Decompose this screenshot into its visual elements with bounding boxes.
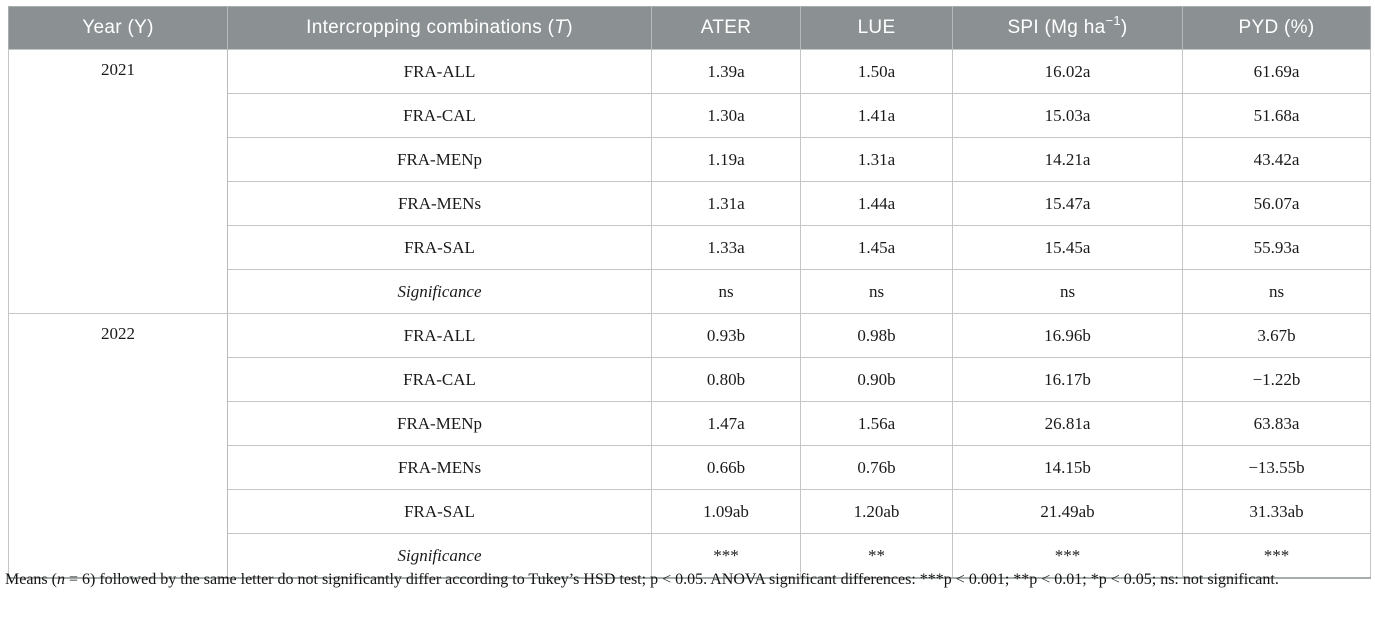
table-row: FRA-SAL 1.33a 1.45a 15.45a 55.93a — [9, 225, 1371, 270]
col-header-combinations: Intercropping combinations (T) — [227, 6, 652, 50]
cell-combination: FRA-CAL — [227, 93, 652, 138]
cell-spi: 16.02a — [952, 49, 1183, 94]
cell-lue: 0.90b — [800, 357, 953, 402]
cell-lue: ** — [800, 533, 953, 579]
cell-pyd: 63.83a — [1182, 401, 1371, 446]
table-row: FRA-MENs 0.66b 0.76b 14.15b −13.55b — [9, 445, 1371, 490]
cell-pyd: ns — [1182, 269, 1371, 314]
cell-combination: FRA-ALL — [227, 313, 652, 358]
cell-lue: 0.76b — [800, 445, 953, 490]
cell-spi: 16.96b — [952, 313, 1183, 358]
table-container: Year (Y) Intercropping combinations (T) … — [8, 6, 1371, 579]
cell-lue: 1.44a — [800, 181, 953, 226]
cell-spi: 21.49ab — [952, 489, 1183, 534]
cell-spi: 15.45a — [952, 225, 1183, 270]
table-row: FRA-MENp 1.47a 1.56a 26.81a 63.83a — [9, 401, 1371, 446]
table-row: FRA-CAL 0.80b 0.90b 16.17b −1.22b — [9, 357, 1371, 402]
table-row: FRA-MENs 1.31a 1.44a 15.47a 56.07a — [9, 181, 1371, 226]
col-header-ater: ATER — [651, 6, 801, 50]
cell-pyd: −1.22b — [1182, 357, 1371, 402]
cell-ater: *** — [651, 533, 801, 579]
cell-pyd: −13.55b — [1182, 445, 1371, 490]
cell-pyd: 3.67b — [1182, 313, 1371, 358]
cell-ater: 1.33a — [651, 225, 801, 270]
cell-combination: FRA-CAL — [227, 357, 652, 402]
cell-spi: 16.17b — [952, 357, 1183, 402]
cell-spi: 26.81a — [952, 401, 1183, 446]
cell-ater: 1.31a — [651, 181, 801, 226]
cell-spi: 14.15b — [952, 445, 1183, 490]
year-group-2022: 2022 FRA-ALL 0.93b 0.98b 16.96b 3.67b FR… — [8, 313, 1371, 579]
cell-year: 2022 — [8, 313, 228, 579]
cell-spi: *** — [952, 533, 1183, 579]
col-header-year: Year (Y) — [8, 6, 228, 50]
cell-ater: 0.93b — [651, 313, 801, 358]
table-row: FRA-CAL 1.30a 1.41a 15.03a 51.68a — [9, 93, 1371, 138]
col-header-lue: LUE — [800, 6, 953, 50]
cell-ater: 1.30a — [651, 93, 801, 138]
cell-pyd: 51.68a — [1182, 93, 1371, 138]
cell-combination: Significance — [227, 269, 652, 314]
cell-lue: 1.56a — [800, 401, 953, 446]
cell-ater: 1.47a — [651, 401, 801, 446]
cell-ater: 1.09ab — [651, 489, 801, 534]
significance-row: Significance ns ns ns ns — [9, 269, 1371, 314]
col-header-spi: SPI (Mg ha−1) — [952, 6, 1183, 50]
cell-lue: 0.98b — [800, 313, 953, 358]
cell-ater: 0.66b — [651, 445, 801, 490]
table-row: 2021 FRA-ALL 1.39a 1.50a 16.02a 61.69a — [8, 49, 1371, 314]
table-header-row: Year (Y) Intercropping combinations (T) … — [8, 6, 1371, 50]
cell-lue: 1.50a — [800, 49, 953, 94]
cell-combination: FRA-SAL — [227, 225, 652, 270]
cell-lue: 1.41a — [800, 93, 953, 138]
cell-pyd: 31.33ab — [1182, 489, 1371, 534]
cell-ater: 0.80b — [651, 357, 801, 402]
cell-spi: 15.47a — [952, 181, 1183, 226]
cell-spi: 14.21a — [952, 137, 1183, 182]
table-row: FRA-MENp 1.19a 1.31a 14.21a 43.42a — [9, 137, 1371, 182]
cell-pyd: 61.69a — [1182, 49, 1371, 94]
data-table: Year (Y) Intercropping combinations (T) … — [8, 6, 1371, 579]
cell-lue: ns — [800, 269, 953, 314]
cell-combination: FRA-MENp — [227, 137, 652, 182]
cell-ater: 1.19a — [651, 137, 801, 182]
cell-combination: FRA-MENs — [227, 181, 652, 226]
cell-pyd: 56.07a — [1182, 181, 1371, 226]
cell-year: 2021 — [8, 49, 228, 314]
cell-combination: FRA-MENp — [227, 401, 652, 446]
cell-lue: 1.45a — [800, 225, 953, 270]
table-row: 2022 FRA-ALL 0.93b 0.98b 16.96b 3.67b — [8, 313, 1371, 579]
cell-combination: FRA-MENs — [227, 445, 652, 490]
col-header-pyd: PYD (%) — [1182, 6, 1371, 50]
cell-combination: Significance — [227, 533, 652, 579]
cell-pyd: 55.93a — [1182, 225, 1371, 270]
cell-pyd: 43.42a — [1182, 137, 1371, 182]
cell-lue: 1.20ab — [800, 489, 953, 534]
cell-ater: 1.39a — [651, 49, 801, 94]
table-footnote: Means (n = 6) followed by the same lette… — [5, 571, 1279, 588]
cell-spi: ns — [952, 269, 1183, 314]
table-row: FRA-SAL 1.09ab 1.20ab 21.49ab 31.33ab — [9, 489, 1371, 534]
cell-spi: 15.03a — [952, 93, 1183, 138]
significance-row: Significance *** ** *** *** — [9, 533, 1371, 579]
cell-ater: ns — [651, 269, 801, 314]
year-group-2021: 2021 FRA-ALL 1.39a 1.50a 16.02a 61.69a F… — [8, 49, 1371, 314]
cell-combination: FRA-SAL — [227, 489, 652, 534]
cell-lue: 1.31a — [800, 137, 953, 182]
cell-combination: FRA-ALL — [227, 49, 652, 94]
cell-pyd: *** — [1182, 533, 1371, 579]
